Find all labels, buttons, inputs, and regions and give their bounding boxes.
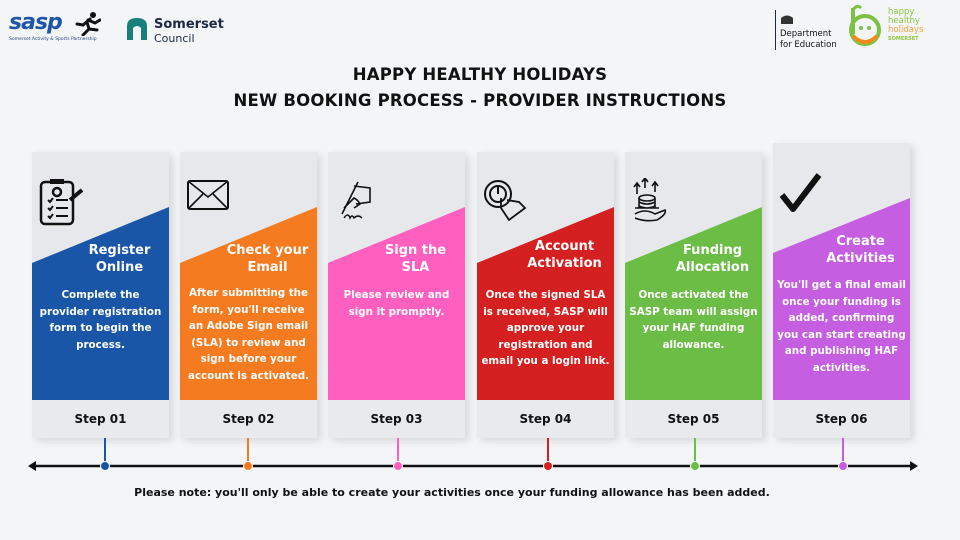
hhh-logo-line4: SOMERSET [888, 36, 919, 42]
step-card-6: Create Activities You'll get a final ema… [773, 143, 910, 438]
timeline-left-arrow-icon [28, 461, 36, 471]
dfe-logo-line1: Department [780, 29, 832, 39]
timeline-connector-1 [104, 438, 106, 466]
checkmark-icon [779, 173, 823, 217]
somerset-logo-line2: Council [154, 32, 195, 45]
step-label: Step 03 [328, 400, 465, 438]
step-card-5: Funding Allocation Once activated the SA… [625, 152, 762, 438]
footer-note: Please note: you'll only be able to crea… [134, 486, 770, 499]
runner-icon [75, 12, 101, 36]
timeline-connector-4 [547, 438, 549, 466]
timeline-dot-1 [100, 461, 110, 471]
happy-healthy-holidays-logo: happy healthy holidays SOMERSET [843, 4, 943, 50]
sasp-logo: sasp Somerset Activity & Sports Partners… [9, 10, 104, 44]
power-button-hand-icon [483, 178, 529, 228]
royal-crest-icon [781, 15, 793, 24]
step-description: You'll get a final email once your fundi… [777, 279, 906, 374]
page-title-line1: HAPPY HEALTHY HOLIDAYS [352, 65, 608, 84]
step-label: Step 01 [32, 400, 169, 438]
step-label: Step 06 [773, 400, 910, 438]
step-description: Complete the provider registration form … [39, 289, 162, 351]
somerset-council-logo: Somerset Council [124, 16, 224, 45]
step-card-1: Register Online Complete the provider re… [32, 152, 169, 438]
timeline-line [28, 461, 918, 471]
step-card-3: Sign the SLA Please review and sign it p… [328, 152, 465, 438]
timeline-dot-2 [243, 461, 253, 471]
dfe-logo-line2: for Education [780, 40, 837, 50]
step-title: Funding Allocation [675, 243, 750, 275]
step-label: Step 04 [477, 400, 614, 438]
page-title-line2: NEW BOOKING PROCESS - PROVIDER INSTRUCTI… [233, 91, 727, 110]
hhh-logo-line3: holidays [888, 25, 924, 35]
step-description: Please review and sign it promptly. [343, 289, 450, 318]
signing-hand-icon [334, 178, 378, 226]
envelope-icon [186, 178, 232, 218]
timeline-connector-2 [247, 438, 249, 466]
somerset-logo-line1: Somerset [154, 17, 224, 32]
step-card-4: Account Activation Once the signed SLA i… [477, 152, 614, 438]
step-description: After submitting the form, you'll receiv… [188, 287, 309, 382]
clipboard-checklist-icon [38, 178, 86, 232]
somerset-wyvern-icon [127, 18, 147, 40]
timeline-dot-6 [838, 461, 848, 471]
timeline-dot-4 [543, 461, 553, 471]
step-title: Check your Email [226, 243, 309, 275]
step-description: Once activated the SASP team will assign… [629, 289, 758, 351]
step-title: Create Activities [826, 234, 895, 266]
sasp-logo-text: sasp [9, 10, 63, 35]
coins-hand-icon [631, 176, 671, 228]
timeline-connector-3 [397, 438, 399, 466]
timeline-connector-6 [842, 438, 844, 466]
smiley-b-icon [849, 4, 881, 46]
step-label: Step 05 [625, 400, 762, 438]
dfe-logo: Department for Education [775, 10, 837, 50]
step-title: Account Activation [527, 239, 602, 271]
timeline-dot-3 [393, 461, 403, 471]
step-title: Sign the SLA [384, 243, 447, 275]
step-title: Register Online [88, 243, 151, 275]
hhh-logo-line2: healthy [888, 16, 920, 26]
step-label: Step 02 [180, 400, 317, 438]
step-description: Once the signed SLA is received, SASP wi… [481, 289, 610, 367]
timeline-right-arrow-icon [910, 461, 918, 471]
step-card-2: Check your Email After submitting the fo… [180, 152, 317, 438]
hhh-logo-line1: happy [888, 7, 915, 17]
timeline-connector-5 [694, 438, 696, 466]
timeline-dot-5 [690, 461, 700, 471]
sasp-logo-subtitle: Somerset Activity & Sports Partnership [9, 37, 97, 42]
